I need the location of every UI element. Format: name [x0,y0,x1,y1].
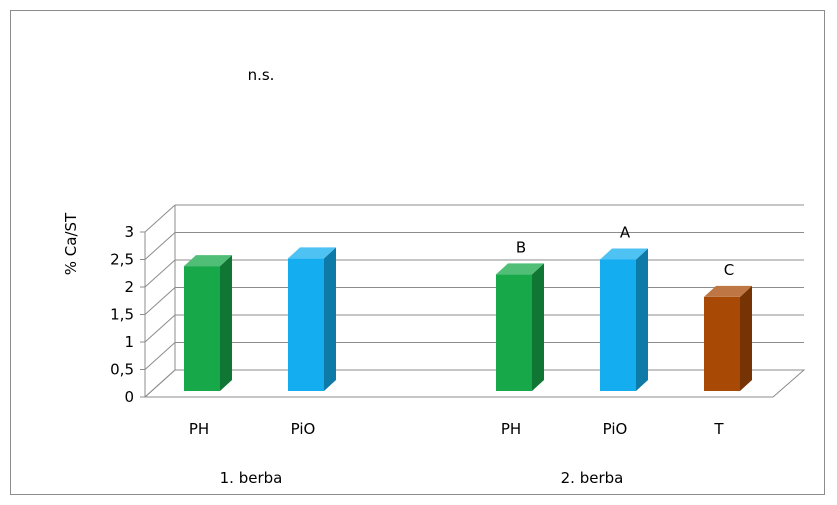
bar [600,259,636,391]
significance-letter: B [516,238,526,256]
significance-letter: C [724,261,734,279]
significance-letter: A [620,224,631,242]
labels: 0 0,5 1 1,5 2 2,5 3 PH PiO 1. berba n.s. PH B PiO A T C 2… [110,66,734,487]
gridline-depth [144,232,176,260]
y-tick-label: 0,5 [110,361,134,379]
group-label: 2. berba [561,469,624,487]
category-label: PH [189,420,209,438]
gridline-depth [144,287,176,315]
bars [184,247,752,391]
group-annotation: n.s. [248,66,275,84]
bar-side [220,255,232,391]
y-tick-label: 2,5 [110,251,134,269]
group-label: 1. berba [220,469,283,487]
bar-side [740,285,752,391]
category-label: PH [501,420,521,438]
bar [184,266,220,391]
category-label: PiO [291,420,316,438]
y-tick-label: 3 [124,223,134,241]
bar-top [704,285,752,297]
floor [143,369,806,398]
bar-side [324,247,336,391]
gridline-depth [144,314,176,343]
y-tick-label: 1 [124,333,134,351]
bar-top [184,255,232,267]
category-label: PiO [603,420,628,438]
y-tick-label: 2 [124,278,134,296]
y-tick-label: 1,5 [110,306,134,324]
bar [704,296,740,391]
bar-top [600,248,648,260]
gridline-depth [144,342,176,370]
category-label: T [713,420,724,438]
bar-side [532,263,544,391]
gridline-depth [144,204,176,233]
bar [496,274,532,391]
bar-top [288,247,336,259]
bar [288,258,324,391]
chart-frame [10,10,825,495]
y-tick-label: 0 [124,388,134,406]
bar-side [636,248,648,391]
gridline-depth [144,259,176,288]
y-axis-label: % Ca/ST [62,212,80,275]
bar-top [496,263,544,275]
axes [140,205,806,398]
